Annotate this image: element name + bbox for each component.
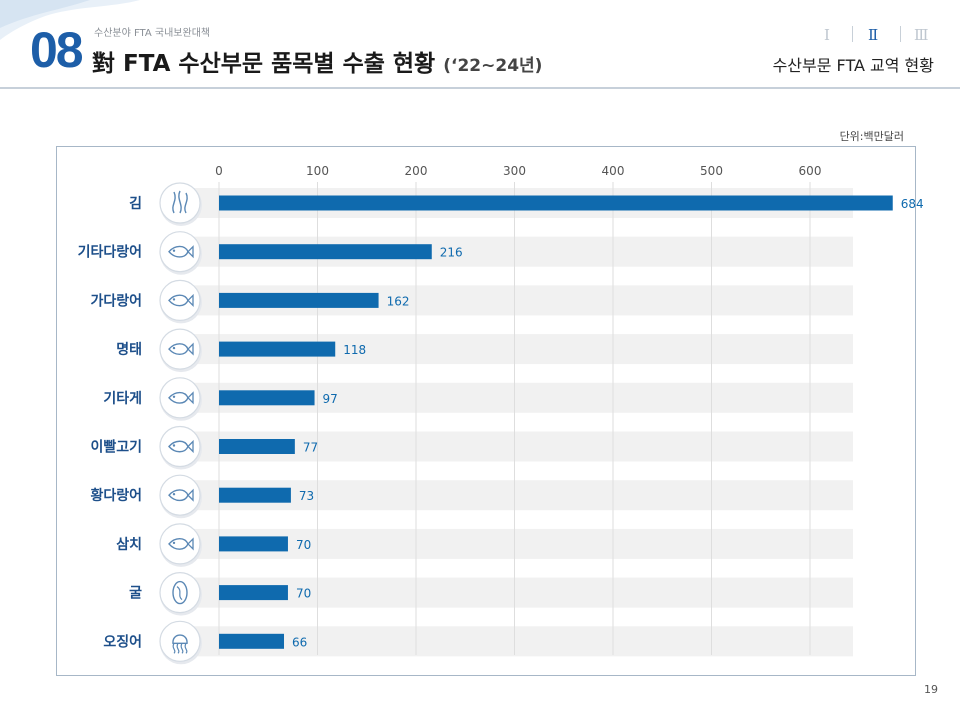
header-divider: [0, 87, 960, 89]
data-label: 162: [387, 294, 410, 308]
data-label: 70: [296, 587, 311, 601]
bar: [219, 341, 336, 357]
fish-icon: [168, 342, 194, 356]
oyster-icon: [172, 580, 188, 605]
row-band: [188, 577, 853, 608]
category-label: 기타게: [103, 391, 142, 407]
fish-icon: [168, 391, 194, 405]
icon-badge: [159, 279, 201, 321]
bar: [219, 439, 295, 454]
x-tick-label: 400: [602, 164, 625, 178]
category-label: 굴: [129, 586, 142, 602]
data-label: 77: [303, 441, 318, 455]
data-label: 118: [343, 343, 366, 357]
bar: [219, 487, 291, 503]
chapter-nav-3[interactable]: Ⅲ: [914, 26, 929, 44]
page-title-years: (‘22~24년): [443, 56, 543, 76]
category-label: 황다랑어: [90, 487, 142, 504]
category-label: 기타다랑어: [78, 244, 142, 261]
x-tick-label: 200: [405, 164, 428, 178]
section-number: 08: [30, 22, 84, 78]
data-label: 66: [292, 635, 307, 649]
category-label: 가다랑어: [90, 292, 142, 309]
icon-badge: [159, 377, 201, 419]
fish-icon: [168, 293, 194, 307]
icon-badge: [159, 425, 201, 468]
x-tick-label: 600: [799, 164, 822, 178]
data-label: 70: [296, 538, 311, 552]
section-title: 수산부문 FTA 교역 현황: [772, 56, 934, 75]
category-label: 이빨고기: [90, 439, 142, 456]
squid-icon: [172, 634, 188, 654]
icon-badge: [159, 523, 201, 565]
row-band: [188, 626, 853, 657]
fish-icon: [168, 488, 194, 502]
data-label: 684: [901, 197, 924, 211]
bar: [219, 633, 285, 649]
seaweed-icon: [172, 190, 188, 214]
icon-badge: [159, 328, 201, 370]
icon-badge: [159, 620, 201, 662]
unit-label: 단위:백만달러: [839, 130, 904, 143]
breadcrumb: 수산분야 FTA 국내보완대책: [94, 28, 211, 39]
fish-icon: [168, 439, 194, 454]
chapter-nav-divider: [852, 26, 853, 42]
page-title: 對 FTA 수산부문 품목별 수출 현황 (‘22~24년): [92, 44, 542, 78]
chapter-nav-2[interactable]: Ⅱ: [868, 26, 879, 44]
x-tick-label: 100: [306, 164, 329, 178]
bar: [219, 195, 893, 211]
data-label: 73: [299, 489, 314, 503]
x-tick-label: 0: [215, 164, 223, 178]
corner-wave-decoration: [0, 0, 140, 40]
icon-badge: [159, 474, 201, 516]
chapter-nav-divider: [900, 26, 901, 42]
fish-icon: [168, 537, 194, 551]
category-label: 삼치: [116, 537, 142, 553]
data-label: 97: [323, 392, 338, 406]
row-band: [188, 431, 853, 462]
data-label: 216: [440, 246, 463, 260]
fish-icon: [168, 245, 194, 259]
chapter-nav-1[interactable]: Ⅰ: [824, 26, 830, 44]
page-title-text: 對 FTA 수산부문 품목별 수출 현황: [92, 51, 436, 77]
chart-frame: [56, 146, 916, 676]
x-tick-label: 300: [503, 164, 526, 178]
bar: [219, 292, 379, 308]
bar: [219, 536, 288, 552]
icon-badge: [159, 231, 201, 273]
category-label: 명태: [116, 341, 142, 358]
row-band: [188, 528, 853, 559]
page-number: 19: [924, 683, 938, 696]
category-label: 김: [129, 195, 142, 212]
bar: [219, 390, 315, 406]
bar: [219, 244, 432, 260]
row-band: [188, 480, 853, 511]
bar: [219, 585, 288, 601]
x-tick-label: 500: [700, 164, 723, 178]
category-label: 오징어: [103, 633, 142, 650]
